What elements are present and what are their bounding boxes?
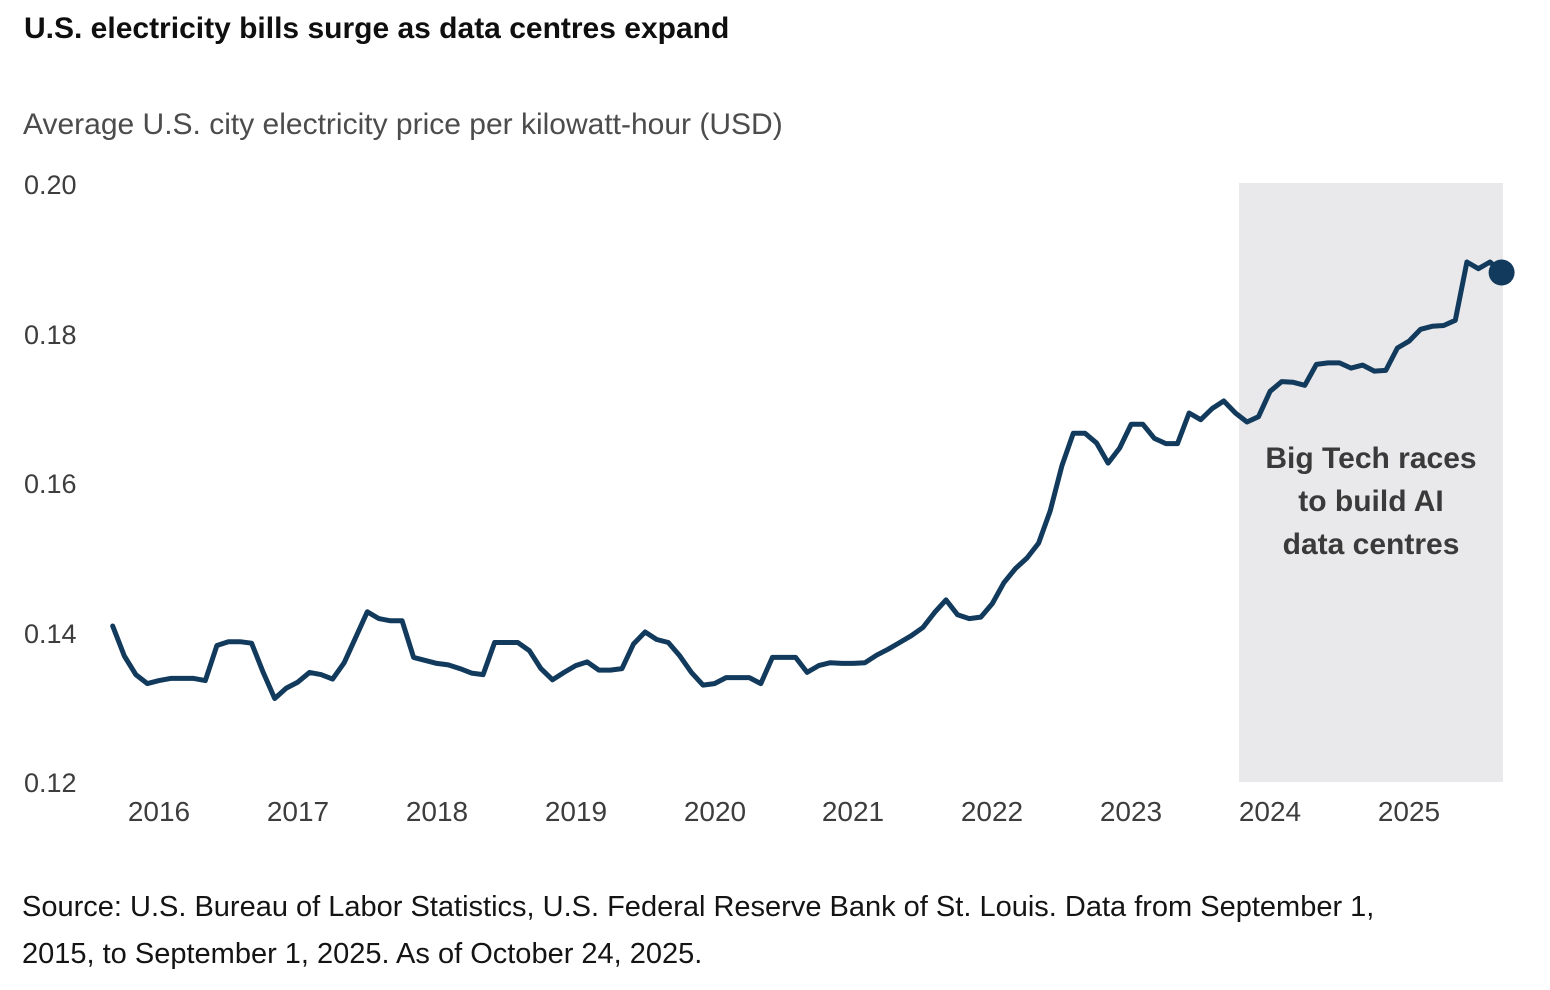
latest-point-marker [1488,259,1515,286]
x-tick-label: 2022 [960,796,1024,827]
x-tick-label: 2019 [544,796,608,827]
x-tick-label: 2023 [1099,796,1163,827]
y-tick-label: 0.14 [24,619,77,649]
y-tick-label: 0.12 [24,768,77,798]
x-tick-label: 2017 [266,796,330,827]
y-tick-label: 0.16 [24,469,77,499]
x-tick-label: 2020 [683,796,747,827]
x-tick-label: 2025 [1377,796,1441,827]
x-tick-label: 2018 [405,796,469,827]
price-line [110,259,1505,701]
x-tick-label: 2024 [1238,796,1302,827]
plot-area [110,259,1515,701]
y-tick-label: 0.20 [24,170,77,200]
y-tick-label: 0.18 [24,320,77,350]
source-note: Source: U.S. Bureau of Labor Statistics,… [22,891,1375,970]
chart-subtitle: Average U.S. city electricity price per … [23,108,783,141]
annotation-label: Big Tech races to build AI data centres [1265,442,1477,561]
x-tick-label: 2016 [127,796,191,827]
line-chart: 0.20 0.18 0.16 0.14 0.12 2016 2017 2018 2019 202… [24,170,1515,827]
x-tick-label: 2021 [821,796,885,827]
highlight-band [1239,183,1503,782]
chart-title: U.S. electricity bills surge as data cen… [24,12,730,45]
